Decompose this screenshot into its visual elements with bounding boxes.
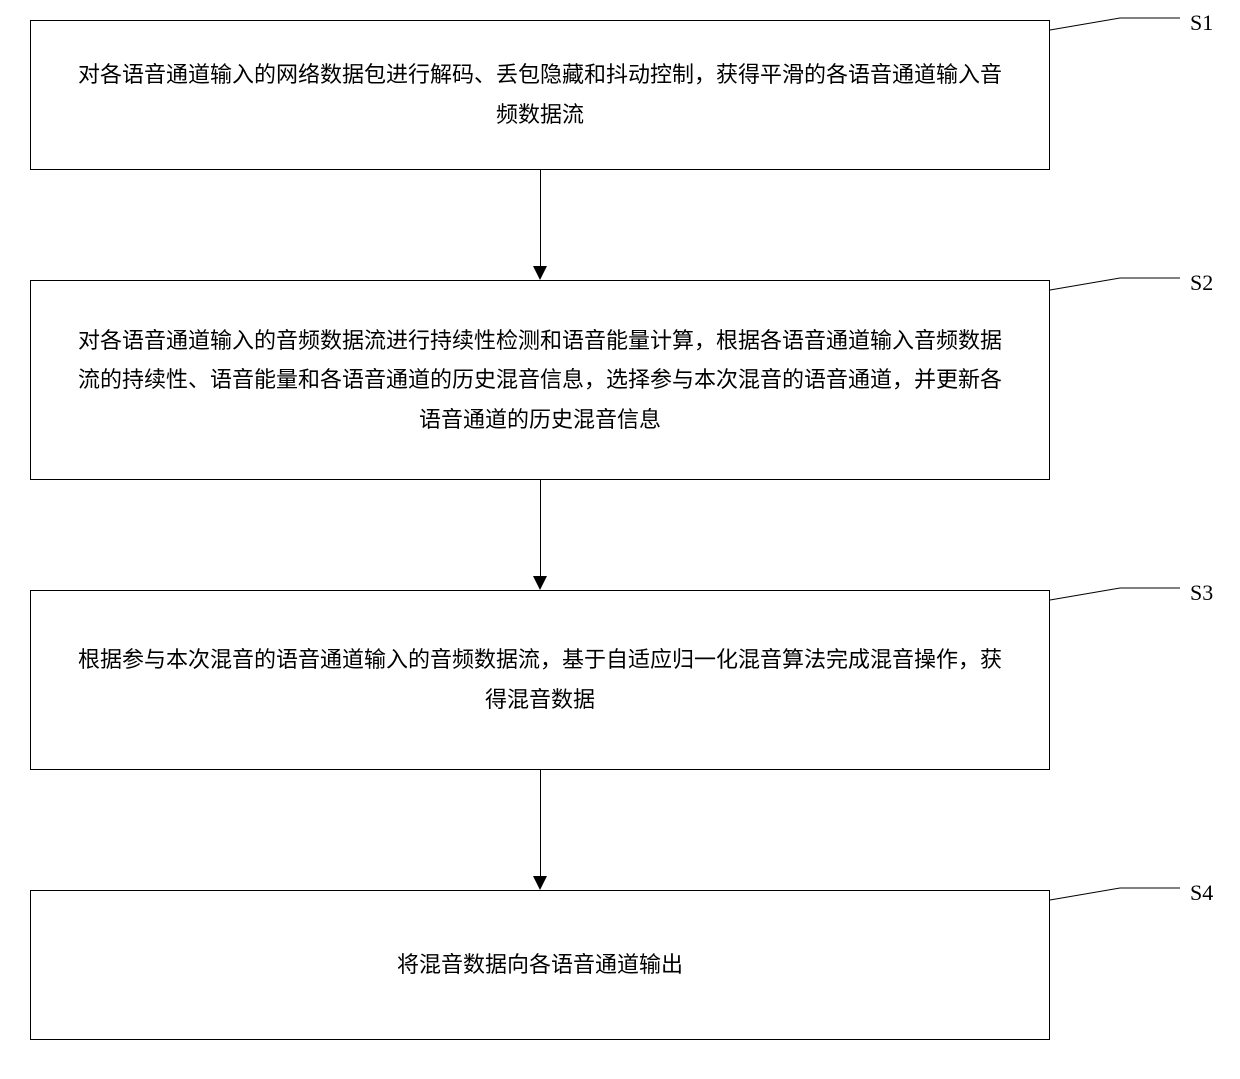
step-text-s4: 将混音数据向各语音通道输出 [397, 945, 683, 985]
step-label-s4: S4 [1190, 880, 1213, 906]
flowchart-container: 对各语音通道输入的网络数据包进行解码、丢包隐藏和抖动控制，获得平滑的各语音通道输… [0, 0, 1240, 1079]
leader-line-s4 [0, 0, 1240, 930]
